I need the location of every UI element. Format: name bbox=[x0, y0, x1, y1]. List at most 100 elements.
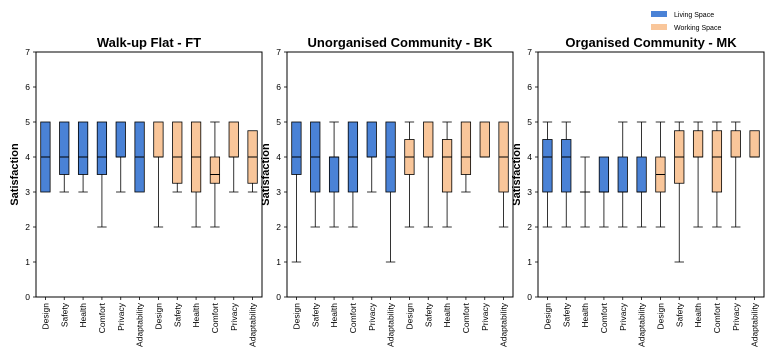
x-tick-label: Comfort bbox=[461, 302, 471, 333]
y-tick-label: 3 bbox=[25, 187, 30, 197]
box-living-space-health: Health bbox=[77, 121, 89, 328]
y-axis-label: Satisfaction bbox=[511, 143, 523, 206]
chart-title: Walk-up Flat - FT bbox=[97, 35, 201, 50]
x-tick-label: Health bbox=[329, 303, 339, 328]
box-living-space-health: Health bbox=[579, 156, 591, 328]
box-body bbox=[479, 121, 490, 158]
box-living-space-comfort: Comfort bbox=[347, 121, 359, 333]
box-working-space-comfort: Comfort bbox=[460, 121, 472, 333]
box-body bbox=[636, 156, 647, 193]
box-body bbox=[153, 121, 164, 158]
x-tick-label: Comfort bbox=[210, 302, 220, 333]
box-living-space-design: Design bbox=[542, 121, 553, 330]
x-tick-label: Health bbox=[78, 303, 88, 328]
x-tick-label: Adaptability bbox=[750, 302, 760, 347]
y-tick-label: 4 bbox=[527, 152, 532, 162]
box-body bbox=[366, 121, 377, 158]
y-tick-label: 6 bbox=[276, 82, 281, 92]
box-working-space-adaptability: Adaptability bbox=[247, 130, 258, 347]
y-tick-label: 1 bbox=[527, 257, 532, 267]
box-working-space-safety: Safety bbox=[423, 121, 434, 327]
x-tick-label: Privacy bbox=[480, 302, 490, 331]
box-living-space-design: Design bbox=[291, 121, 302, 329]
x-tick-label: Privacy bbox=[116, 302, 126, 331]
box-living-space-safety: Safety bbox=[59, 121, 70, 327]
box-working-space-adaptability: Adaptability bbox=[749, 130, 760, 347]
box-body bbox=[749, 130, 760, 158]
x-tick-label: Privacy bbox=[731, 302, 741, 331]
y-tick-label: 3 bbox=[527, 187, 532, 197]
y-tick-label: 5 bbox=[25, 117, 30, 127]
x-tick-label: Safety bbox=[310, 302, 320, 327]
box-body bbox=[423, 121, 434, 158]
legend-label-working-space: Working Space bbox=[674, 25, 721, 32]
box-living-space-privacy: Privacy bbox=[115, 121, 126, 331]
box-body bbox=[172, 121, 183, 184]
box-body bbox=[598, 156, 610, 193]
y-tick-label: 2 bbox=[25, 222, 30, 232]
x-tick-label: Safety bbox=[59, 302, 69, 327]
y-tick-label: 1 bbox=[276, 257, 281, 267]
box-working-space-design: Design bbox=[404, 121, 415, 329]
x-tick-label: Design bbox=[542, 303, 552, 330]
box-body bbox=[228, 121, 239, 158]
box-living-space-safety: Safety bbox=[310, 121, 321, 327]
box-working-space-safety: Safety bbox=[674, 121, 685, 327]
y-tick-label: 4 bbox=[25, 152, 30, 162]
y-tick-label: 0 bbox=[25, 292, 30, 302]
x-tick-label: Health bbox=[442, 303, 452, 328]
x-tick-label: Design bbox=[655, 303, 665, 330]
y-axis-label: Satisfaction bbox=[260, 143, 272, 206]
y-tick-label: 2 bbox=[276, 222, 281, 232]
x-tick-label: Privacy bbox=[618, 302, 628, 331]
box-living-space-comfort: Comfort bbox=[598, 156, 610, 333]
y-axis-label: Satisfaction bbox=[9, 143, 21, 206]
box-body bbox=[460, 121, 472, 175]
box-living-space-health: Health bbox=[328, 121, 340, 328]
box-body bbox=[711, 130, 723, 193]
x-tick-label: Health bbox=[191, 303, 201, 328]
legend-label-living-space: Living Space bbox=[674, 12, 714, 19]
y-tick-label: 5 bbox=[527, 117, 532, 127]
box-working-space-design: Design bbox=[655, 121, 666, 330]
box-working-space-health: Health bbox=[441, 121, 453, 328]
box-body bbox=[328, 156, 340, 193]
box-body bbox=[617, 156, 628, 193]
box-body bbox=[96, 121, 108, 175]
y-tick-label: 5 bbox=[276, 117, 281, 127]
x-tick-label: Adaptability bbox=[248, 302, 258, 347]
y-tick-label: 7 bbox=[25, 47, 30, 57]
y-tick-label: 0 bbox=[527, 292, 532, 302]
y-tick-label: 7 bbox=[276, 47, 281, 57]
chart-panel-1: Walk-up Flat - FT Satisfaction 0 1 2 3 4 5 6 7 Des… bbox=[9, 35, 263, 347]
box-working-space-safety: Safety bbox=[172, 121, 183, 327]
x-tick-label: Comfort bbox=[97, 302, 107, 333]
y-tick-label: 6 bbox=[25, 82, 30, 92]
x-tick-label: Comfort bbox=[348, 302, 358, 333]
box-working-space-health: Health bbox=[190, 121, 202, 328]
box-body bbox=[561, 139, 572, 193]
legend: Living Space Working Space bbox=[651, 11, 721, 32]
x-tick-label: Adaptability bbox=[135, 302, 145, 347]
x-tick-label: Adaptability bbox=[386, 302, 396, 347]
plot-frame bbox=[35, 51, 263, 298]
y-tick-label: 3 bbox=[276, 187, 281, 197]
box-living-space-privacy: Privacy bbox=[366, 121, 377, 331]
y-tick-label: 2 bbox=[527, 222, 532, 232]
box-living-space-adaptability: Adaptability bbox=[134, 121, 145, 347]
box-body bbox=[441, 139, 453, 193]
y-tick-label: 4 bbox=[276, 152, 281, 162]
y-tick-label: 0 bbox=[276, 292, 281, 302]
plot-frame bbox=[537, 51, 765, 298]
box-living-space-design: Design bbox=[40, 121, 51, 329]
chart-title: Unorganised Community - BK bbox=[308, 35, 494, 50]
chart-title: Organised Community - MK bbox=[565, 35, 737, 50]
x-tick-label: Safety bbox=[561, 302, 571, 327]
y-tick-label: 7 bbox=[527, 47, 532, 57]
x-tick-label: Privacy bbox=[229, 302, 239, 331]
box-living-space-comfort: Comfort bbox=[96, 121, 108, 333]
x-tick-label: Comfort bbox=[599, 302, 609, 333]
box-body bbox=[59, 121, 70, 175]
box-body bbox=[291, 121, 302, 175]
